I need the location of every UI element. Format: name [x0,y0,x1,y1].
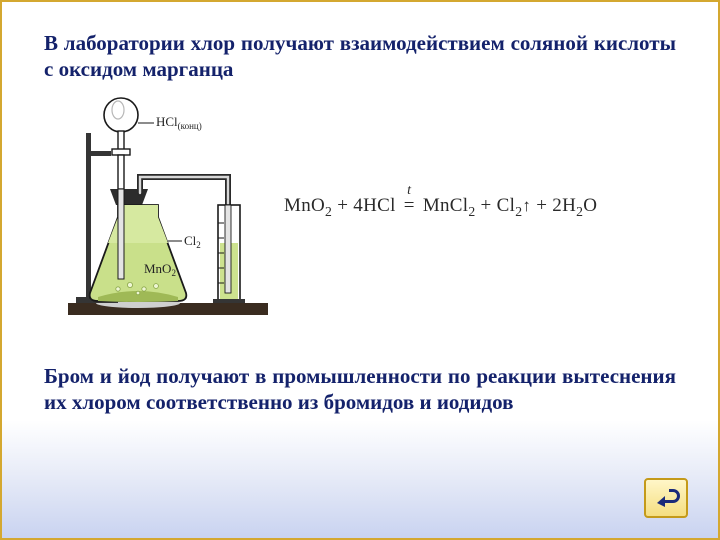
label-mno2: MnO2 [144,261,176,278]
funnel-stem [118,155,124,189]
eq-hcl: 4HCl [353,195,395,216]
paragraph-top: В лаборатории хлор получают взаимодейств… [44,30,676,83]
chemical-equation: MnO2 + 4HCl t= MnCl2 + Cl2↑ + 2H2O [284,195,597,220]
eq-mncl2: MnCl2 [423,195,476,216]
stopcock [112,149,130,155]
return-button[interactable] [644,478,688,518]
label-hcl: HCl(конц) [156,114,202,131]
funnel-bulb [104,98,138,132]
return-arrow-icon [651,485,681,511]
apparatus-diagram: HCl(конц) [68,93,268,323]
eq-mno2: MnO2 [284,195,332,216]
paragraph-bottom: Бром и йод получают в промышленности по … [44,363,676,416]
stem-in-flask [118,189,124,279]
content-row: HCl(конц) [68,93,676,323]
stand-rod [86,133,91,299]
slide: В лаборатории хлор получают взаимодейств… [0,0,720,540]
cylinder-base [213,299,245,303]
eq-condition: t= [401,195,418,217]
eq-h2o: 2H2O [552,195,597,216]
label-cl2: Cl2 [184,233,201,250]
clamp [91,151,111,156]
eq-cl2: Cl2↑ [497,195,532,216]
